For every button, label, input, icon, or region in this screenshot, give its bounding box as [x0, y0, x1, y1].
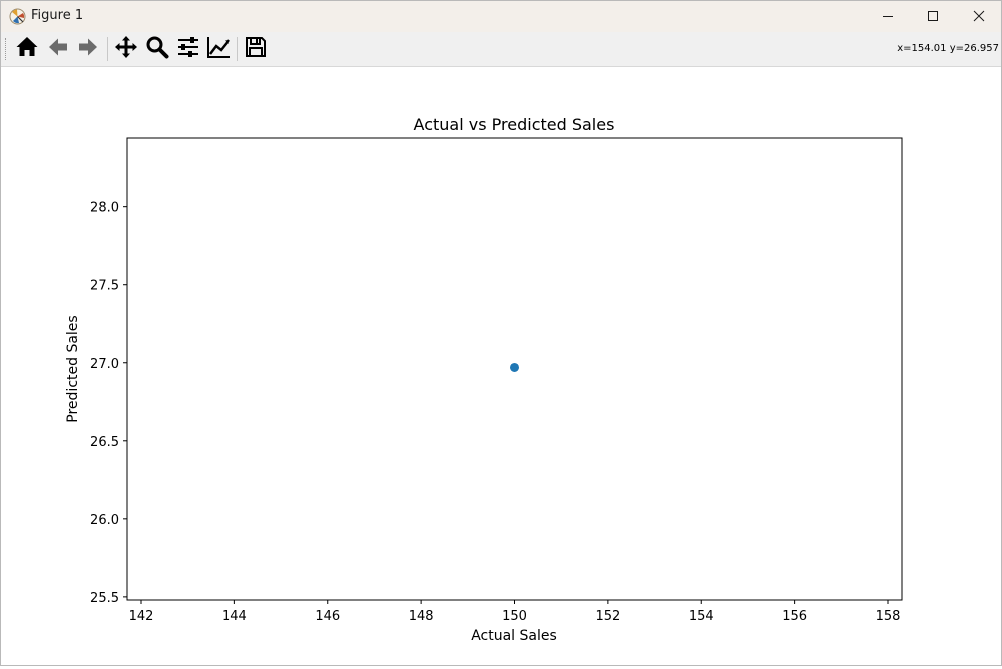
- maximize-icon: [927, 7, 939, 26]
- magnifier-icon: [145, 35, 169, 63]
- figure-canvas[interactable]: Actual vs Predicted Sales 142 144 146 148 15…: [1, 67, 1001, 665]
- x-axis-ticks: 142 144 146 148 150 152 154 156 158: [129, 600, 901, 624]
- home-button[interactable]: [13, 35, 41, 63]
- navigation-toolbar: x=154.01 y=26.957: [1, 32, 1001, 67]
- pan-button[interactable]: [112, 35, 140, 63]
- customize-button[interactable]: [205, 35, 233, 63]
- x-tick-label: 146: [315, 609, 340, 624]
- x-axis-label: Actual Sales: [471, 628, 557, 644]
- y-tick-label: 26.0: [90, 513, 119, 528]
- x-tick-label: 150: [502, 609, 527, 624]
- floppy-disk-icon: [244, 35, 268, 63]
- y-tick-label: 28.0: [90, 201, 119, 216]
- matplotlib-icon: [9, 8, 26, 25]
- chart-title: Actual vs Predicted Sales: [414, 115, 615, 134]
- scatter-points: [510, 362, 519, 372]
- title-bar[interactable]: Figure 1: [1, 1, 1001, 32]
- maximize-button[interactable]: [910, 1, 956, 32]
- home-icon: [15, 35, 39, 63]
- toolbar-separator: [237, 37, 238, 61]
- subplots-button[interactable]: [174, 35, 202, 63]
- x-tick-label: 144: [222, 609, 247, 624]
- save-button[interactable]: [242, 35, 270, 63]
- arrow-right-icon: [76, 35, 100, 63]
- y-tick-label: 27.5: [90, 279, 119, 294]
- y-tick-label: 26.5: [90, 435, 119, 450]
- toolbar-separator: [107, 37, 108, 61]
- y-tick-label: 27.0: [90, 357, 119, 372]
- arrow-left-icon: [46, 35, 70, 63]
- x-tick-label: 154: [689, 609, 714, 624]
- y-axis-label: Predicted Sales: [65, 315, 81, 422]
- move-icon: [114, 35, 138, 63]
- back-button[interactable]: [44, 35, 72, 63]
- data-point: [510, 362, 519, 372]
- cursor-coordinates: x=154.01 y=26.957: [897, 43, 999, 54]
- y-axis-ticks: 25.5 26.0 26.5 27.0 27.5 28.0: [90, 201, 127, 606]
- forward-button[interactable]: [74, 35, 102, 63]
- line-chart-icon: [206, 35, 232, 63]
- x-tick-label: 148: [409, 609, 434, 624]
- close-button[interactable]: [956, 1, 1002, 32]
- minimize-icon: [882, 7, 894, 26]
- x-tick-label: 142: [129, 609, 154, 624]
- y-tick-label: 25.5: [90, 591, 119, 606]
- sliders-icon: [176, 35, 200, 63]
- x-tick-label: 158: [876, 609, 901, 624]
- minimize-button[interactable]: [865, 1, 911, 32]
- x-tick-label: 152: [595, 609, 620, 624]
- toolbar-grip[interactable]: [5, 38, 8, 60]
- scatter-chart: Actual vs Predicted Sales 142 144 146 148 15…: [65, 115, 903, 644]
- close-icon: [973, 7, 985, 26]
- x-tick-label: 156: [782, 609, 807, 624]
- zoom-button[interactable]: [143, 35, 171, 63]
- window-title: Figure 1: [31, 8, 84, 23]
